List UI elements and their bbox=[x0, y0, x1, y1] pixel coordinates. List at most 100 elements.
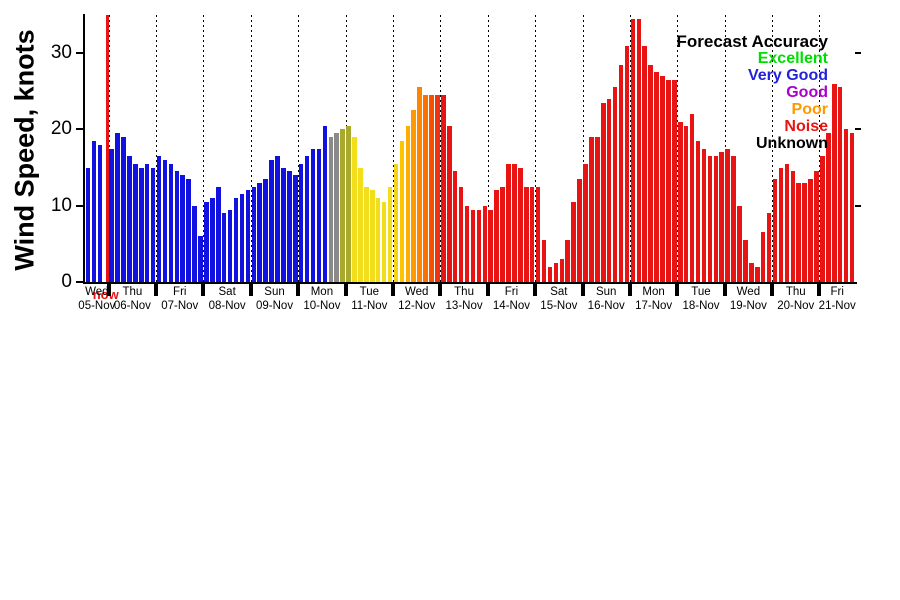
wind-speed-bar bbox=[387, 186, 393, 282]
day-boundary-gridline bbox=[629, 15, 631, 282]
wind-speed-bar bbox=[529, 186, 535, 282]
x-label-day: Tue bbox=[691, 286, 711, 298]
wind-speed-bar bbox=[553, 262, 559, 282]
wind-speed-bar bbox=[784, 163, 790, 282]
wind-speed-bar bbox=[192, 205, 197, 282]
x-label-day: Wed bbox=[404, 286, 429, 298]
wind-speed-bar bbox=[814, 171, 819, 282]
x-label-day: Fri bbox=[173, 286, 187, 298]
x-tick-label: Tue 11-Nov bbox=[351, 286, 387, 313]
wind-speed-bar bbox=[216, 186, 221, 282]
x-label-day: Mon bbox=[310, 286, 334, 298]
wind-speed-bar bbox=[156, 156, 162, 282]
wind-speed-bar bbox=[766, 213, 772, 282]
day-boundary-tick bbox=[580, 283, 585, 296]
x-label-date: 20-Nov bbox=[777, 299, 815, 312]
wind-speed-bar bbox=[162, 159, 168, 282]
x-tick-label: Wed 19-Nov bbox=[730, 286, 767, 313]
x-label-day: Wed bbox=[85, 286, 109, 298]
wind-speed-bar bbox=[796, 182, 801, 282]
wind-speed-bar bbox=[849, 133, 855, 282]
day-boundary-gridline bbox=[298, 15, 300, 282]
wind-speed-bar bbox=[660, 76, 665, 282]
x-label-date: 18-Nov bbox=[682, 299, 720, 312]
day-boundary-tick bbox=[438, 283, 443, 296]
wind-speed-bar bbox=[843, 129, 849, 282]
x-label-date: 06-Nov bbox=[113, 299, 151, 312]
day-boundary-gridline bbox=[677, 15, 679, 282]
wind-speed-bar bbox=[133, 163, 138, 282]
wind-speed-bar bbox=[695, 140, 701, 282]
legend: Forecast Accuracy Excellent Very Good Good… bbox=[676, 33, 828, 152]
x-label-day: Sun bbox=[264, 286, 285, 298]
wind-speed-bar bbox=[269, 159, 274, 282]
x-label-date: 21-Nov bbox=[818, 299, 856, 312]
x-label-day: Thu bbox=[785, 286, 806, 298]
day-boundary-tick bbox=[248, 283, 253, 296]
day-boundary-tick bbox=[343, 283, 348, 296]
wind-speed-bar bbox=[375, 198, 381, 282]
wind-speed-bar bbox=[227, 209, 233, 282]
x-tick-label: Thu 13-Nov bbox=[446, 286, 483, 313]
x-label-date: 14-Nov bbox=[492, 299, 530, 312]
wind-speed-bar bbox=[820, 156, 825, 282]
x-label-day: Sun bbox=[595, 286, 617, 298]
y-axis-tick bbox=[76, 52, 83, 55]
wind-speed-bar bbox=[168, 163, 174, 282]
x-label-day: Tue bbox=[359, 286, 379, 298]
x-tick-label: Sun 16-Nov bbox=[588, 286, 625, 313]
wind-speed-bar bbox=[458, 186, 464, 282]
wind-speed-bar bbox=[417, 87, 422, 282]
x-label-day: Sat bbox=[218, 286, 236, 298]
x-label-day: Mon bbox=[642, 286, 665, 298]
x-label-date: 05-Nov bbox=[78, 299, 116, 312]
legend-item-very-good: Very Good bbox=[747, 67, 828, 84]
wind-speed-bar bbox=[174, 171, 180, 282]
wind-speed-bar bbox=[790, 171, 796, 282]
x-tick-label: Mon 17-Nov bbox=[635, 286, 672, 313]
x-label-date: 11-Nov bbox=[351, 299, 388, 312]
x-label-day: Fri bbox=[504, 286, 519, 298]
wind-speed-bar bbox=[221, 213, 227, 282]
wind-speed-bar bbox=[606, 98, 612, 282]
wind-speed-bar bbox=[328, 137, 334, 282]
y-axis-tick-right bbox=[855, 52, 861, 55]
wind-speed-bar bbox=[281, 167, 286, 282]
wind-speed-bar bbox=[482, 205, 488, 282]
wind-speed-bar bbox=[346, 125, 351, 282]
day-boundary-tick bbox=[770, 283, 775, 296]
wind-speed-bar bbox=[186, 179, 191, 282]
wind-speed-bar bbox=[577, 179, 582, 282]
wind-speed-bar bbox=[506, 163, 511, 282]
wind-speed-bar bbox=[204, 201, 209, 282]
x-tick-label: Fri 21-Nov bbox=[819, 286, 856, 313]
wind-speed-bar bbox=[263, 179, 268, 282]
y-axis-title: Wind Speed, knots bbox=[9, 29, 40, 271]
wind-speed-bar bbox=[316, 148, 322, 282]
wind-speed-bar bbox=[826, 133, 831, 282]
x-tick-label: Fri 14-Nov bbox=[493, 286, 530, 313]
y-tick-label: 30 bbox=[50, 42, 72, 64]
day-boundary-tick bbox=[817, 283, 822, 296]
wind-speed-bar bbox=[423, 95, 428, 282]
wind-speed-bar bbox=[121, 137, 126, 282]
wind-speed-bar bbox=[559, 259, 565, 282]
wind-speed-bar bbox=[583, 163, 588, 282]
wind-speed-bar bbox=[85, 167, 91, 282]
day-boundary-tick bbox=[201, 283, 206, 296]
wind-speed-bar bbox=[340, 129, 345, 282]
wind-speed-bar bbox=[755, 266, 760, 282]
wind-speed-bar bbox=[245, 190, 251, 282]
day-boundary-gridline bbox=[535, 15, 537, 282]
wind-speed-bar bbox=[648, 64, 653, 282]
x-label-date: 10-Nov bbox=[303, 299, 341, 312]
day-boundary-tick bbox=[296, 283, 301, 296]
wind-speed-bar bbox=[518, 167, 523, 282]
wind-speed-bar bbox=[287, 171, 292, 282]
wind-speed-bar bbox=[630, 18, 636, 282]
day-boundary-tick bbox=[675, 283, 680, 296]
wind-speed-bar bbox=[334, 133, 339, 282]
wind-speed-bar bbox=[778, 167, 784, 282]
wind-speed-bar bbox=[322, 125, 328, 282]
